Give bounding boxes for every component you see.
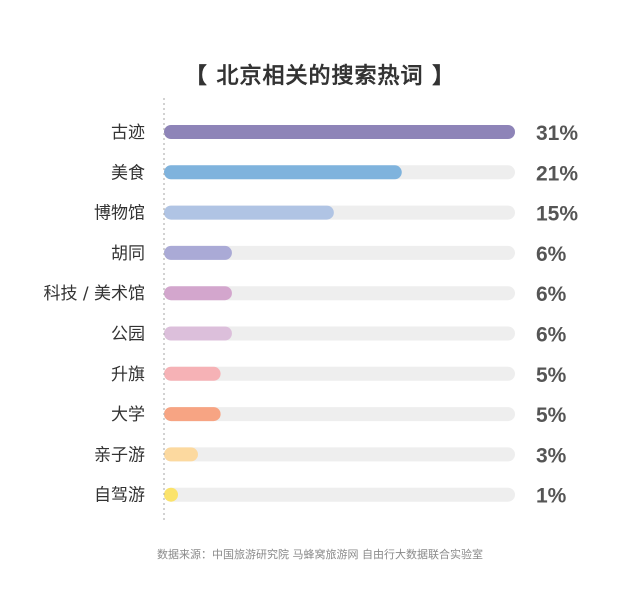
bar bbox=[164, 366, 221, 381]
bar-tracks bbox=[164, 125, 515, 502]
category-label: 美食 bbox=[111, 163, 145, 183]
value-label: 5% bbox=[536, 364, 567, 387]
bar bbox=[164, 286, 232, 301]
category-label: 自驾游 bbox=[94, 486, 145, 506]
value-label: 6% bbox=[536, 324, 567, 347]
bar bbox=[164, 326, 232, 341]
bar-track bbox=[164, 447, 515, 462]
bar bbox=[164, 205, 334, 220]
category-label: 古迹 bbox=[111, 123, 145, 143]
bars bbox=[164, 125, 515, 502]
bar-track bbox=[164, 326, 515, 341]
category-label: 亲子游 bbox=[94, 445, 145, 465]
category-label: 胡同 bbox=[111, 244, 145, 264]
bar-track bbox=[164, 487, 515, 502]
value-label: 6% bbox=[536, 243, 567, 266]
bar bbox=[164, 245, 232, 260]
source-note: 数据来源：中国旅游研究院 马蜂窝旅游网 自由行大数据联合实验室 bbox=[157, 548, 483, 561]
value-label: 6% bbox=[536, 283, 567, 306]
bar bbox=[164, 407, 221, 422]
value-label: 3% bbox=[536, 444, 567, 467]
chart-title: 【 北京相关的搜索热词 】 bbox=[184, 64, 456, 89]
value-labels: 31% 21% 15% 6% 6% 6% 5% 5% 3% 1% bbox=[536, 122, 578, 508]
category-label: 升旗 bbox=[111, 365, 145, 385]
bar-track bbox=[164, 286, 515, 301]
bar bbox=[164, 487, 178, 502]
category-label: 科技 / 美术馆 bbox=[43, 284, 145, 304]
category-label: 大学 bbox=[111, 405, 145, 425]
value-label: 21% bbox=[536, 162, 578, 185]
category-label: 博物馆 bbox=[94, 204, 145, 224]
value-label: 15% bbox=[536, 203, 578, 226]
bar bbox=[164, 125, 515, 139]
value-label: 31% bbox=[536, 122, 578, 145]
category-label: 公园 bbox=[111, 325, 145, 345]
bar bbox=[164, 447, 198, 462]
bar bbox=[164, 165, 402, 180]
value-label: 1% bbox=[536, 485, 567, 508]
value-label: 5% bbox=[536, 404, 567, 427]
bar-track bbox=[164, 245, 515, 260]
bar-track bbox=[164, 366, 515, 381]
bar-track bbox=[164, 407, 515, 422]
